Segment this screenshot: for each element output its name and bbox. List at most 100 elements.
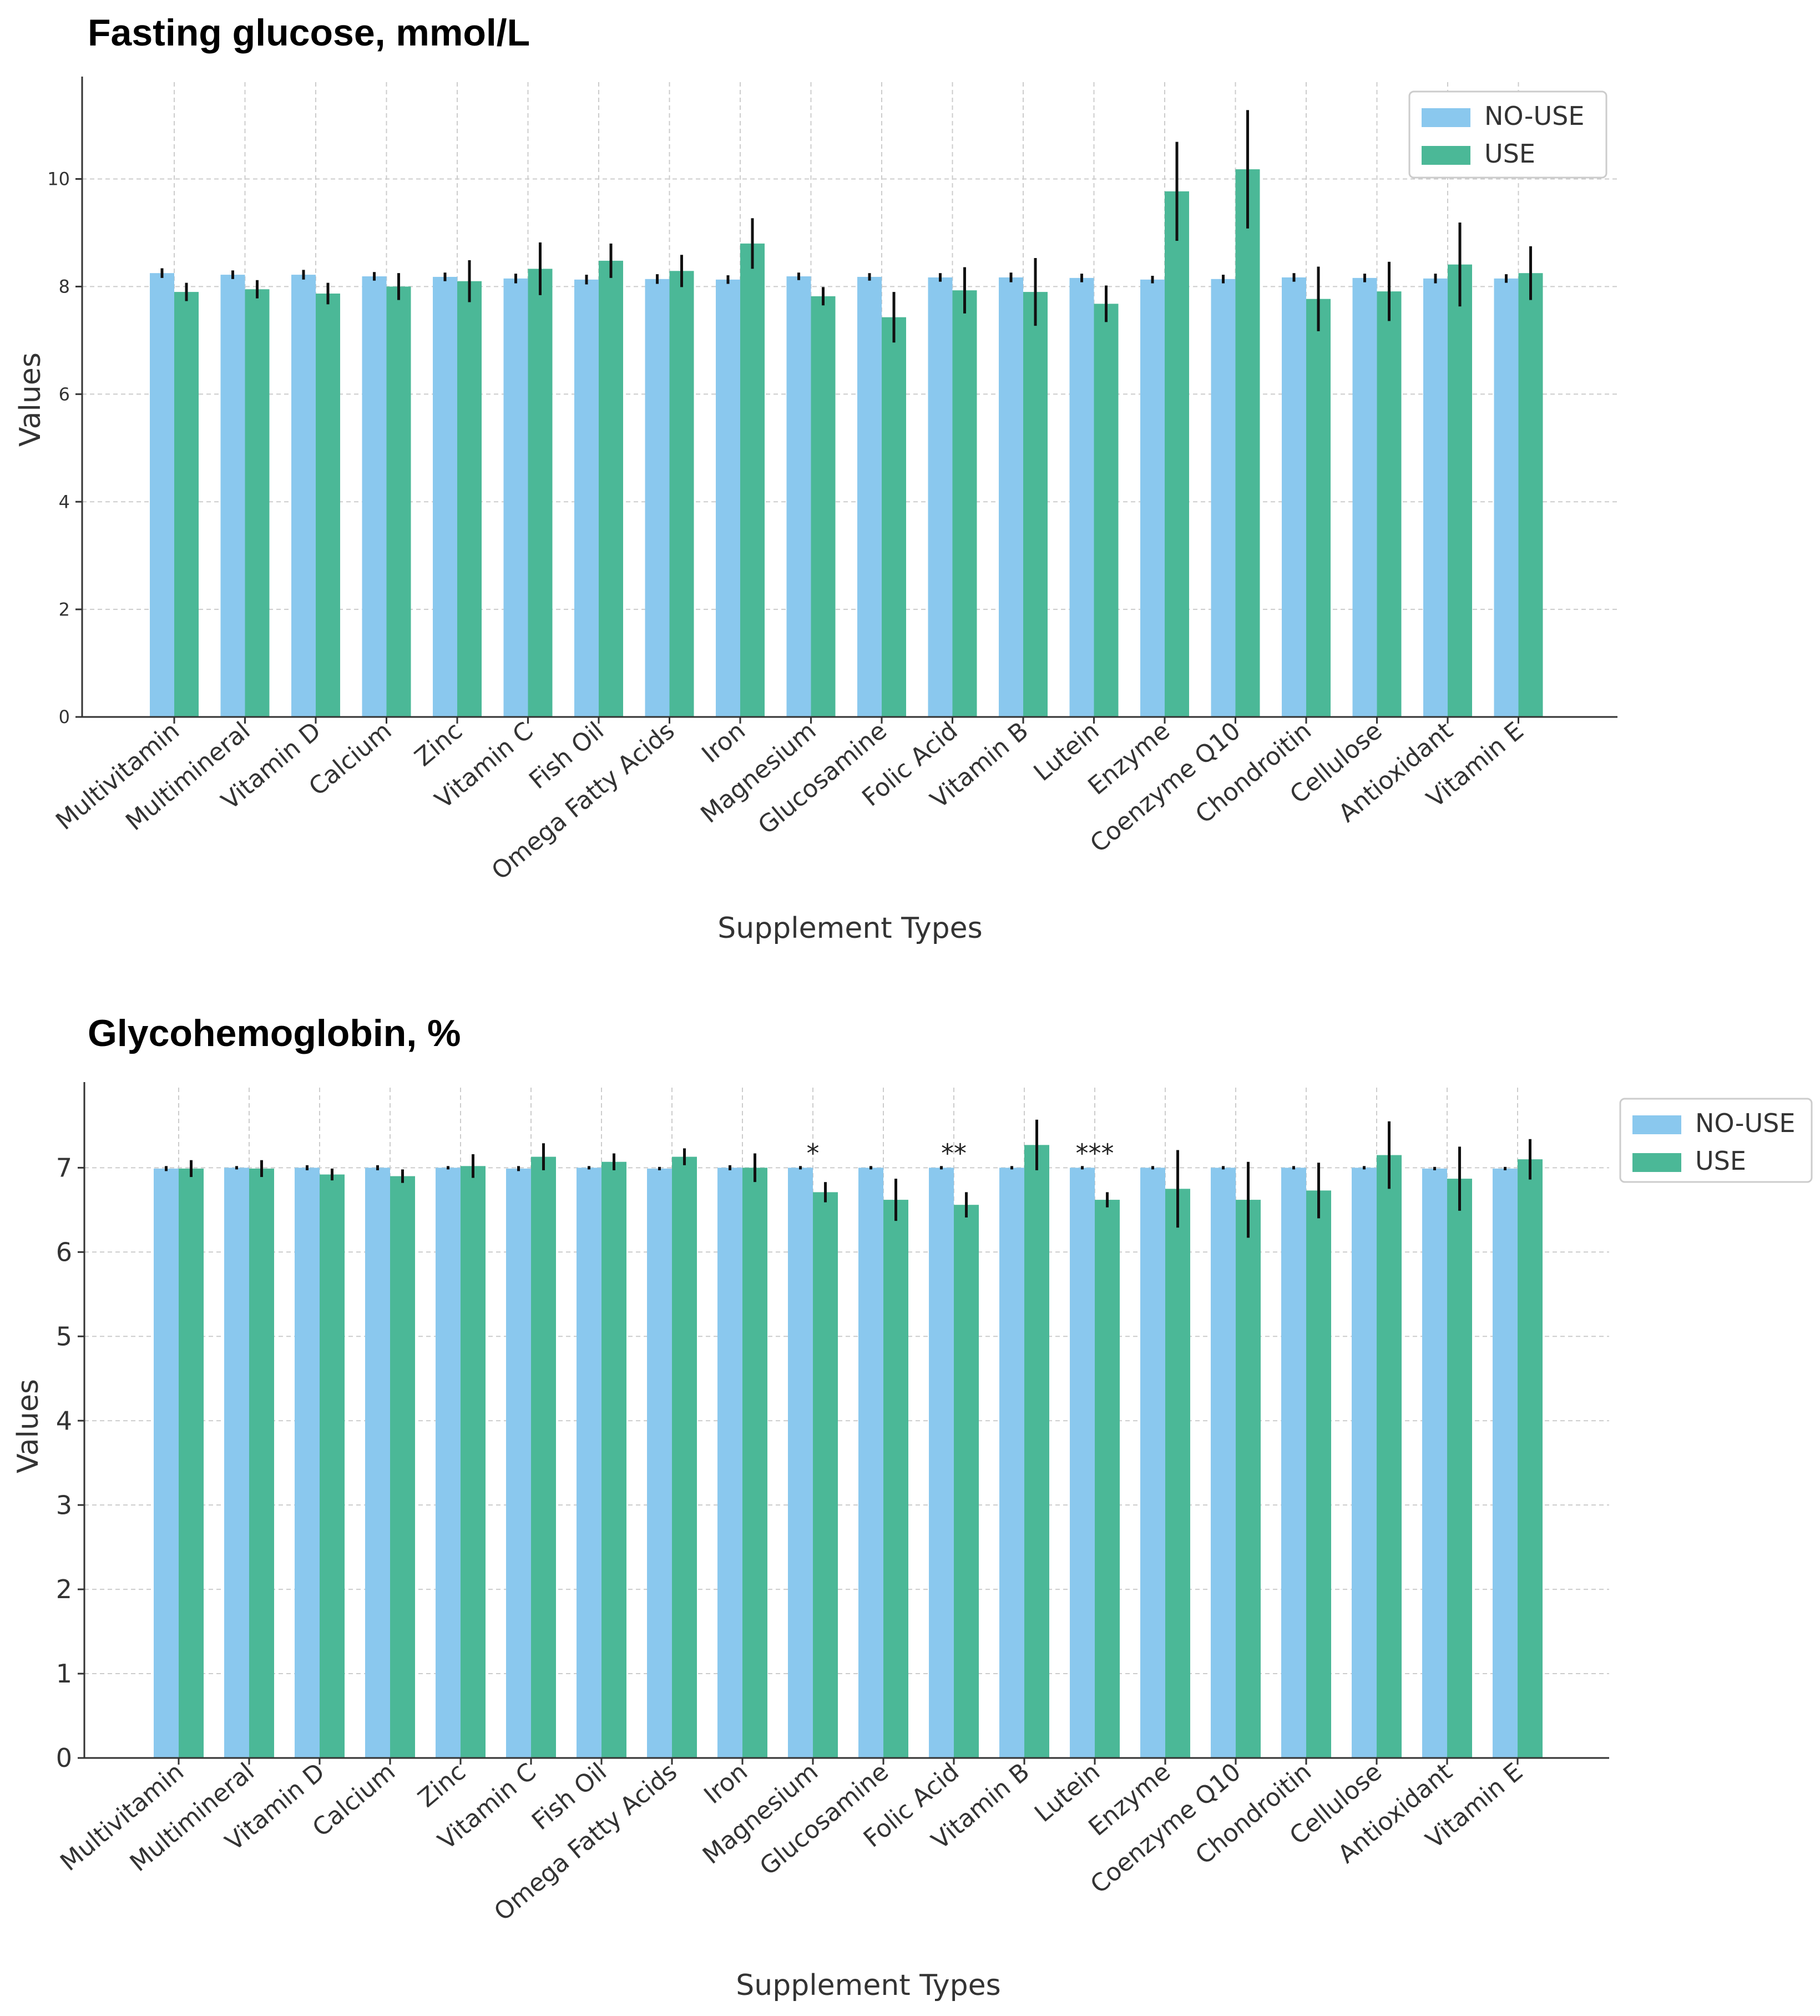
legend-label: USE bbox=[1484, 139, 1535, 169]
bar-no-use bbox=[220, 275, 245, 717]
bar-no-use bbox=[1070, 1168, 1095, 1758]
bar-no-use bbox=[999, 1168, 1024, 1758]
bar-use bbox=[669, 271, 694, 718]
x-tick-label: Zinc bbox=[410, 716, 468, 772]
bar-no-use bbox=[645, 279, 670, 718]
y-tick-label: 0 bbox=[59, 706, 70, 727]
bar-use bbox=[813, 1192, 838, 1758]
y-tick-label: 0 bbox=[56, 1743, 72, 1773]
bar-use bbox=[952, 290, 977, 717]
bar-use bbox=[954, 1205, 979, 1758]
legend-swatch-no-use bbox=[1422, 108, 1470, 127]
bar-no-use bbox=[1422, 1168, 1447, 1758]
bar-no-use bbox=[365, 1168, 390, 1758]
legend-swatch-use bbox=[1632, 1153, 1681, 1172]
bar-no-use bbox=[928, 277, 953, 717]
significance-marker: *** bbox=[1076, 1138, 1114, 1168]
significance-annotations: * ** *** bbox=[807, 1138, 1114, 1168]
bar-no-use bbox=[1423, 278, 1448, 718]
y-tick-label: 4 bbox=[59, 491, 70, 512]
bar-no-use bbox=[1211, 1168, 1236, 1758]
bar-no-use bbox=[1493, 1168, 1518, 1758]
x-axis-label: Supplement Types bbox=[717, 912, 982, 945]
bar-no-use bbox=[1282, 277, 1306, 717]
bar-no-use bbox=[929, 1168, 954, 1758]
bar-use bbox=[1377, 291, 1402, 717]
bar-use bbox=[245, 289, 270, 717]
bar-no-use bbox=[716, 279, 740, 718]
legend-swatch-use bbox=[1422, 146, 1470, 165]
bar-use bbox=[601, 1161, 626, 1758]
legend-swatch-no-use bbox=[1632, 1115, 1681, 1134]
bar-use bbox=[316, 294, 340, 717]
bar-use bbox=[883, 1200, 908, 1758]
bar-use bbox=[1306, 1190, 1331, 1758]
x-tick-label: Iron bbox=[696, 716, 751, 769]
bar-use bbox=[740, 243, 765, 718]
bar-no-use bbox=[154, 1168, 179, 1758]
axes bbox=[75, 77, 1617, 724]
y-tick-label: 4 bbox=[56, 1406, 72, 1436]
bar-no-use bbox=[1140, 1168, 1165, 1758]
x-tick-label: Multivitamin bbox=[50, 716, 185, 836]
bar-use bbox=[1094, 304, 1119, 717]
bar-no-use bbox=[224, 1168, 249, 1758]
y-tick-label: 10 bbox=[47, 169, 70, 190]
bar-no-use bbox=[858, 1168, 883, 1758]
bar-use bbox=[1377, 1155, 1402, 1758]
bar-no-use bbox=[788, 1168, 813, 1758]
bar-use bbox=[1518, 273, 1543, 717]
bar-no-use bbox=[1211, 279, 1236, 718]
significance-marker: * bbox=[807, 1138, 820, 1168]
legend-label: USE bbox=[1695, 1146, 1746, 1176]
chart-title: Glycohemoglobin, % bbox=[88, 1012, 461, 1054]
bar-use bbox=[174, 292, 199, 717]
y-tick-label: 5 bbox=[56, 1321, 72, 1351]
x-axis-label: Supplement Types bbox=[736, 1969, 1000, 2002]
bar-no-use bbox=[150, 273, 174, 717]
y-tick-label: 6 bbox=[56, 1237, 72, 1267]
chart-title: Fasting glucose, mmol/L bbox=[88, 12, 530, 54]
bar-use bbox=[1518, 1159, 1543, 1758]
bar-no-use bbox=[1281, 1168, 1306, 1758]
x-tick-label: Multimineral bbox=[125, 1757, 260, 1877]
y-axis-label: Values bbox=[14, 352, 47, 447]
bar-use bbox=[1448, 264, 1472, 718]
bar-no-use bbox=[857, 276, 882, 717]
bar-no-use bbox=[647, 1168, 672, 1758]
chart-fasting-glucose: Fasting glucose, mmol/L 0 2 4 6 8 10 Multivit… bbox=[14, 12, 1617, 945]
y-tick-label: 3 bbox=[56, 1490, 72, 1520]
y-tick-labels: 0 1 2 3 4 5 6 7 bbox=[56, 1153, 72, 1773]
bar-use bbox=[1024, 1145, 1049, 1758]
y-tick-label: 8 bbox=[59, 276, 70, 297]
x-tick-label: Multivitamin bbox=[55, 1757, 189, 1877]
legend: NO-USE USE bbox=[1619, 1098, 1813, 1183]
bar-no-use bbox=[1352, 1168, 1377, 1758]
bar-no-use bbox=[717, 1168, 742, 1758]
legend-label: NO-USE bbox=[1695, 1108, 1795, 1138]
bar-no-use bbox=[362, 276, 387, 717]
legend-label: NO-USE bbox=[1484, 101, 1584, 131]
y-axis-label: Values bbox=[12, 1379, 45, 1473]
bar-no-use bbox=[503, 278, 528, 718]
bar-use bbox=[390, 1176, 415, 1758]
bar-use bbox=[1165, 191, 1189, 718]
bar-use bbox=[320, 1174, 345, 1758]
bar-no-use bbox=[1140, 279, 1165, 718]
bars bbox=[150, 110, 1543, 718]
bar-use bbox=[599, 260, 623, 717]
legend: NO-USE USE bbox=[1408, 90, 1607, 179]
bar-use bbox=[1095, 1200, 1120, 1758]
bar-use bbox=[1235, 169, 1260, 717]
x-tick-label: Zinc bbox=[413, 1757, 471, 1813]
bar-no-use bbox=[433, 276, 457, 717]
x-tick-label: Multimineral bbox=[120, 716, 255, 836]
y-tick-label: 7 bbox=[56, 1153, 72, 1183]
y-tick-labels: 0 2 4 6 8 10 bbox=[47, 169, 70, 727]
bar-use bbox=[1023, 292, 1048, 717]
bar-no-use bbox=[291, 275, 316, 717]
bar-use bbox=[531, 1156, 556, 1758]
bar-no-use bbox=[295, 1168, 320, 1758]
